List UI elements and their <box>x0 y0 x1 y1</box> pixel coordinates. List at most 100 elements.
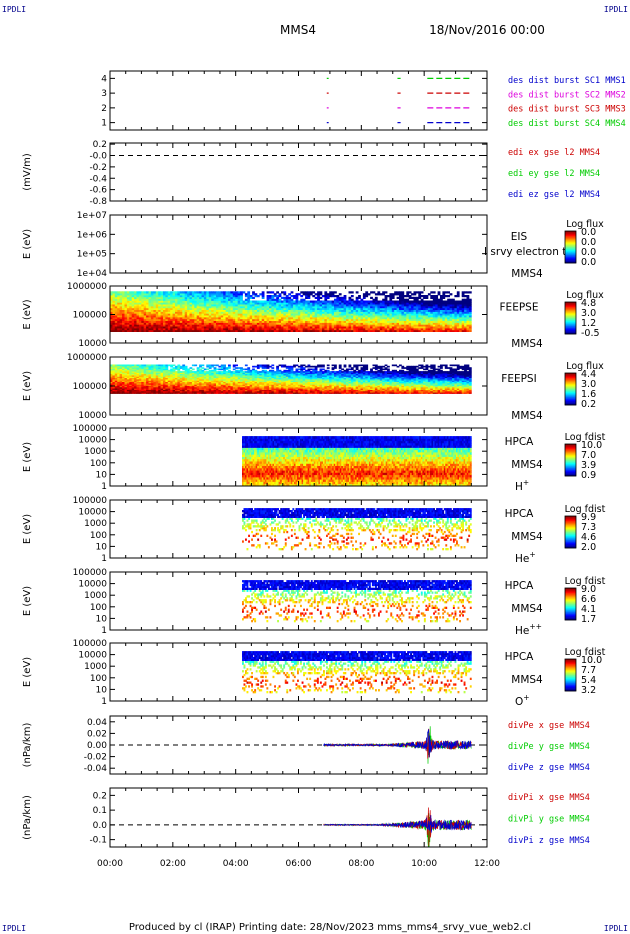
spectrogram-cell <box>290 291 294 294</box>
spectrogram-cell <box>177 324 181 327</box>
spectrogram-cell <box>249 318 253 321</box>
spectrogram-cell <box>367 304 371 307</box>
spectrogram-cell <box>160 364 164 367</box>
spectrogram-cell <box>247 320 251 323</box>
spectrogram-cell <box>309 324 313 327</box>
spectrogram-cell <box>189 315 193 318</box>
spectrogram-cell <box>358 313 361 316</box>
spectrogram-cell <box>288 326 291 329</box>
spectrogram-cell <box>442 296 446 299</box>
spectrogram-cell <box>191 293 195 296</box>
spectrogram-cell <box>264 364 267 367</box>
spectrogram-cell <box>252 368 255 371</box>
spectrogram-cell <box>362 296 366 299</box>
spectrogram-cell <box>415 329 419 332</box>
spectrogram-cell <box>464 317 467 320</box>
spectrogram-cell <box>312 304 316 307</box>
spectrogram-cell <box>418 311 422 314</box>
spectrogram-cell <box>143 324 147 327</box>
spectrogram-cell <box>466 322 470 325</box>
spectrogram-cell <box>196 309 200 312</box>
spectrogram-cell <box>216 300 219 303</box>
spectrogram-cell <box>170 309 173 312</box>
spectrogram-cell <box>119 315 123 318</box>
spectrogram-cell <box>179 322 183 325</box>
spectrogram-cell <box>401 324 405 327</box>
spectrogram-cell <box>175 326 178 329</box>
spectrogram-cell <box>206 364 210 367</box>
spectrogram-cell <box>182 326 186 329</box>
spectrogram-cell <box>189 367 193 369</box>
spectrogram-cell <box>201 369 205 372</box>
spectrogram-cell <box>281 318 284 321</box>
spectrogram-cell <box>126 311 130 314</box>
spectrogram-cell <box>358 295 361 298</box>
spectrogram-cell <box>350 302 354 305</box>
spectrogram-cell <box>148 309 152 312</box>
spectrogram-cell <box>329 326 332 329</box>
spectrogram-cell <box>331 291 335 294</box>
spectrogram-cell <box>126 368 130 371</box>
spectrogram-cell <box>170 311 173 314</box>
spectrogram-cell <box>143 302 147 305</box>
spectrogram-cell <box>283 318 287 321</box>
spectrogram-cell <box>129 328 133 331</box>
spectrogram-cell <box>114 298 118 301</box>
spectrogram-cell <box>153 313 157 316</box>
spectrogram-cell <box>256 317 260 320</box>
spectrogram-cell <box>247 293 251 296</box>
spectrogram-cell <box>136 309 140 312</box>
spectrogram-cell <box>432 324 436 327</box>
spectrogram-cell <box>201 311 205 314</box>
spectrogram-cell <box>112 388 116 390</box>
spectrogram-cell <box>346 300 349 303</box>
spectrogram-cell <box>307 318 311 321</box>
spectrogram-cell <box>408 317 412 320</box>
spectrogram-cell <box>110 322 113 325</box>
spectrogram-cell <box>199 313 202 316</box>
spectrogram-cell <box>442 315 446 318</box>
spectrogram-cell <box>302 328 306 331</box>
spectrogram-cell <box>461 311 465 314</box>
spectrogram-cell <box>124 307 128 310</box>
spectrogram-cell <box>143 322 147 325</box>
spectrogram-cell <box>307 317 311 320</box>
spectrogram-cell <box>372 329 376 332</box>
spectrogram-cell <box>158 317 161 320</box>
spectrogram-cell <box>401 309 405 312</box>
spectrogram-cell <box>216 298 219 301</box>
spectrogram-cell <box>466 306 470 309</box>
spectrogram-cell <box>244 318 248 321</box>
spectrogram-cell <box>131 311 135 314</box>
spectrogram-cell <box>235 307 238 310</box>
spectrogram-cell <box>362 317 366 320</box>
colorbar-swatch <box>565 241 576 243</box>
spectrogram-cell <box>312 295 316 298</box>
spectrogram-cell <box>312 291 316 294</box>
spectrogram-cell <box>220 315 224 318</box>
colorbar-swatch <box>565 251 576 253</box>
spectrogram-cell <box>336 306 340 309</box>
spectrogram-cell <box>179 329 183 332</box>
spectrogram-cell <box>442 291 446 294</box>
spectrogram-cell <box>165 306 169 309</box>
spectrogram-cell <box>170 291 173 294</box>
spectrogram-cell <box>326 293 330 296</box>
spectrogram-cell <box>444 326 448 329</box>
spectrogram-cell <box>216 317 219 320</box>
spectrogram-cell <box>252 300 255 303</box>
spectrogram-cell <box>110 383 113 385</box>
spectrogram-cell <box>211 309 214 312</box>
spectrogram-cell <box>401 320 405 323</box>
spectrogram-cell <box>269 307 272 310</box>
spectrogram-cell <box>269 329 272 332</box>
spectrogram-cell <box>322 320 325 323</box>
spectrogram-cell <box>437 328 441 331</box>
spectrogram-cell <box>216 296 219 299</box>
spectrogram-cell <box>261 313 265 316</box>
spectrogram-cell <box>406 317 410 320</box>
colorbar-swatch <box>565 255 576 257</box>
spectrogram-cell <box>228 313 231 316</box>
spectrogram-cell <box>259 326 263 329</box>
spectrogram-cell <box>184 365 188 368</box>
